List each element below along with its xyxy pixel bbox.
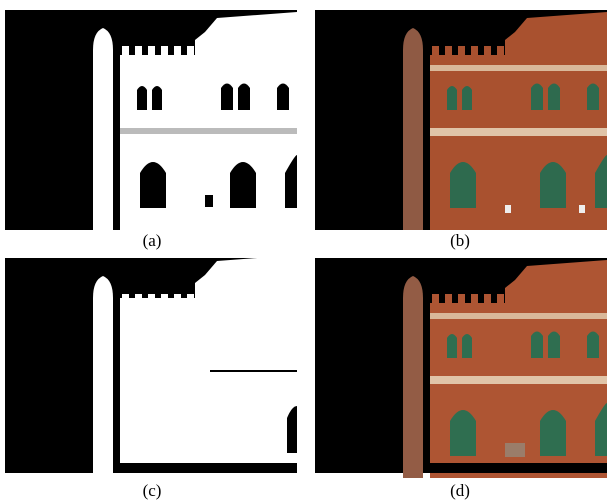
- caption: (b): [450, 231, 470, 250]
- figure: (a) (b) (c) (d): [0, 0, 607, 503]
- caption: (d): [450, 481, 470, 500]
- caption: (c): [143, 481, 162, 500]
- caption: (a): [143, 231, 162, 250]
- panel-a-image: [5, 10, 297, 230]
- panel-b-image: [315, 10, 607, 230]
- page: (a) (b) (c) (d) (() => { const data = JS…: [0, 0, 607, 503]
- panel-c-image: [5, 255, 297, 478]
- panel-d-image: [315, 258, 607, 478]
